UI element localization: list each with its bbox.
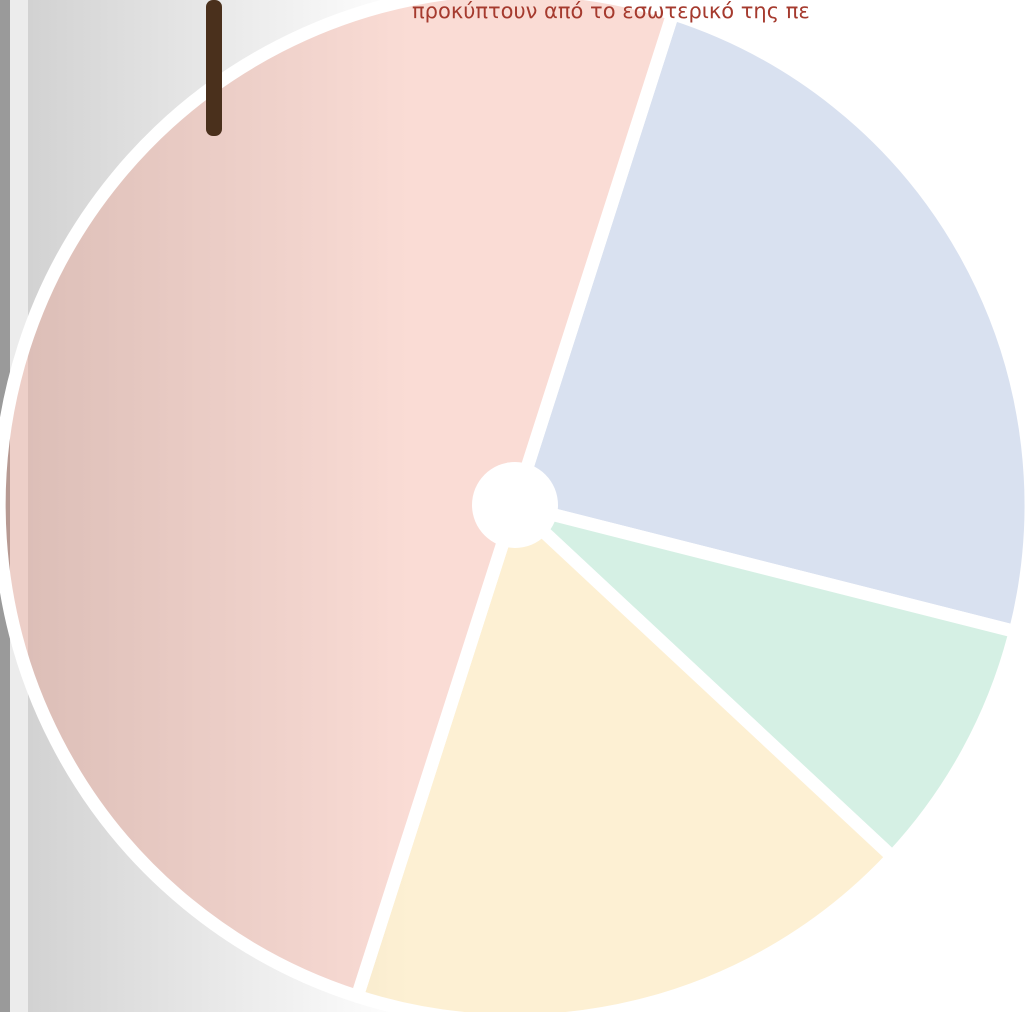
page: html, body { margin: 0; padding: 0; widt… (0, 0, 1029, 1012)
screen: προκύπτουν από το εσωτερικό της πε (0, 0, 1029, 1012)
pie-chart (0, 0, 1029, 1012)
pie-hole (472, 462, 558, 548)
stick (206, 0, 222, 136)
annotation: προκύπτουν από το εσωτερικό της πε (412, 0, 810, 23)
page-body: {"chart_data": {"type": "pie", "annotati… (0, 0, 1029, 1012)
